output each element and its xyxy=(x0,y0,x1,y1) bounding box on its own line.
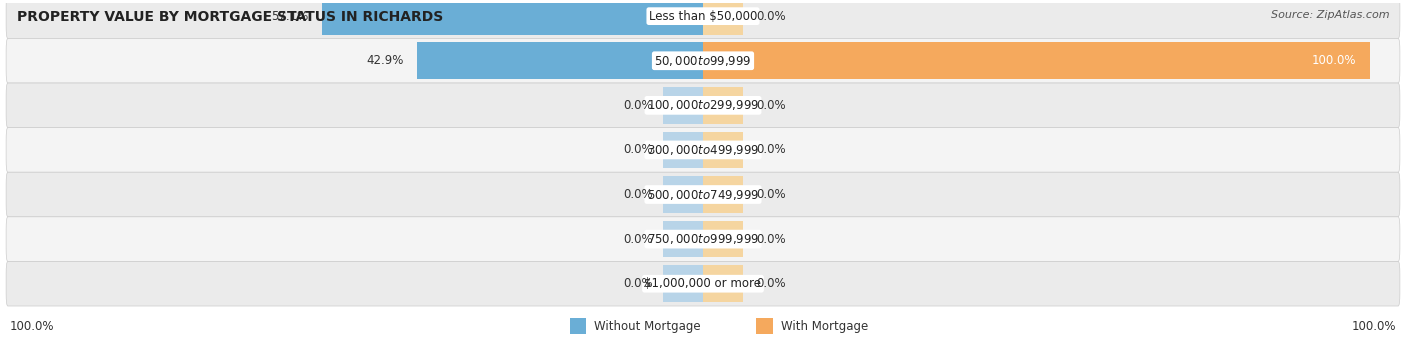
Bar xyxy=(703,265,742,302)
Bar xyxy=(703,132,742,168)
Bar xyxy=(703,87,742,124)
Text: 0.0%: 0.0% xyxy=(623,99,652,112)
Bar xyxy=(664,265,703,302)
Text: Less than $50,000: Less than $50,000 xyxy=(648,10,758,23)
Bar xyxy=(664,176,703,213)
Text: 0.0%: 0.0% xyxy=(756,143,786,156)
Bar xyxy=(418,42,703,79)
Text: 100.0%: 100.0% xyxy=(1312,54,1357,67)
Text: 100.0%: 100.0% xyxy=(10,320,53,333)
Text: 100.0%: 100.0% xyxy=(1353,320,1396,333)
Bar xyxy=(703,221,742,257)
Text: 0.0%: 0.0% xyxy=(756,99,786,112)
Bar xyxy=(703,42,1369,79)
Bar xyxy=(569,318,586,334)
Text: 0.0%: 0.0% xyxy=(756,10,786,23)
Text: $750,000 to $999,999: $750,000 to $999,999 xyxy=(647,232,759,246)
Text: Source: ZipAtlas.com: Source: ZipAtlas.com xyxy=(1271,10,1389,20)
Text: 0.0%: 0.0% xyxy=(623,143,652,156)
Text: $500,000 to $749,999: $500,000 to $749,999 xyxy=(647,188,759,202)
Text: 0.0%: 0.0% xyxy=(756,233,786,245)
Text: $50,000 to $99,999: $50,000 to $99,999 xyxy=(654,54,752,68)
FancyBboxPatch shape xyxy=(6,128,1400,172)
Text: 0.0%: 0.0% xyxy=(623,277,652,290)
FancyBboxPatch shape xyxy=(6,38,1400,83)
Text: PROPERTY VALUE BY MORTGAGE STATUS IN RICHARDS: PROPERTY VALUE BY MORTGAGE STATUS IN RIC… xyxy=(17,10,443,24)
Bar xyxy=(664,221,703,257)
Bar xyxy=(756,318,773,334)
Bar xyxy=(664,87,703,124)
Text: $1,000,000 or more: $1,000,000 or more xyxy=(644,277,762,290)
Bar xyxy=(664,132,703,168)
Text: 0.0%: 0.0% xyxy=(623,188,652,201)
Bar xyxy=(703,0,742,35)
Text: Without Mortgage: Without Mortgage xyxy=(595,320,702,333)
FancyBboxPatch shape xyxy=(6,261,1400,306)
Text: 0.0%: 0.0% xyxy=(756,188,786,201)
FancyBboxPatch shape xyxy=(6,0,1400,38)
Text: 42.9%: 42.9% xyxy=(366,54,404,67)
Text: 0.0%: 0.0% xyxy=(623,233,652,245)
Bar xyxy=(322,0,703,35)
Text: $300,000 to $499,999: $300,000 to $499,999 xyxy=(647,143,759,157)
Text: 57.1%: 57.1% xyxy=(271,10,309,23)
FancyBboxPatch shape xyxy=(6,217,1400,261)
FancyBboxPatch shape xyxy=(6,172,1400,217)
Bar xyxy=(703,176,742,213)
Text: With Mortgage: With Mortgage xyxy=(780,320,869,333)
FancyBboxPatch shape xyxy=(6,83,1400,128)
Text: $100,000 to $299,999: $100,000 to $299,999 xyxy=(647,98,759,112)
Text: 0.0%: 0.0% xyxy=(756,277,786,290)
